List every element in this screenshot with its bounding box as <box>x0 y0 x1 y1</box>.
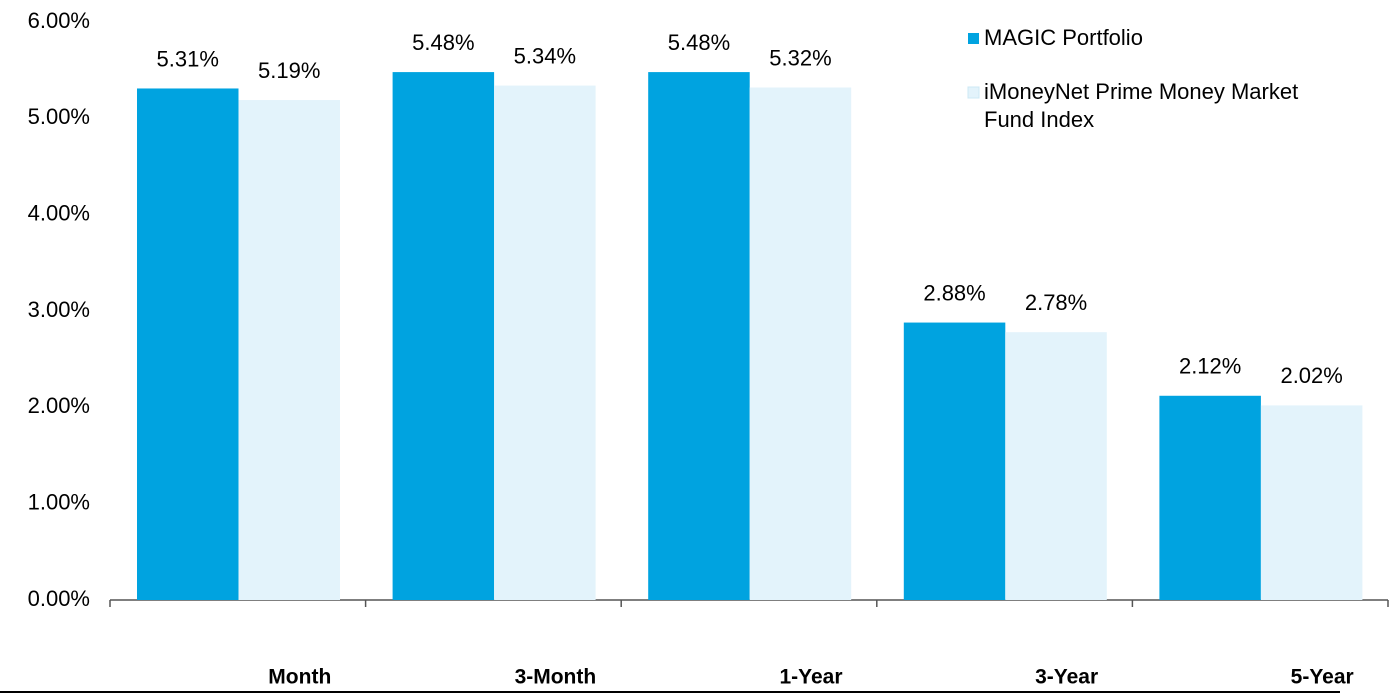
data-label: 2.02% <box>1280 363 1342 388</box>
data-label: 2.78% <box>1025 290 1087 315</box>
bar <box>137 88 239 600</box>
data-label: 5.32% <box>769 45 831 70</box>
y-tick-label: 4.00% <box>28 200 90 225</box>
bar <box>648 72 750 601</box>
legend-label: MAGIC Portfolio <box>984 25 1143 50</box>
bar <box>749 87 852 601</box>
legend-swatch <box>968 33 979 44</box>
data-label: 2.12% <box>1179 354 1241 379</box>
data-label: 5.34% <box>514 43 576 68</box>
x-tick-label: 3-Year <box>1035 666 1098 689</box>
y-tick-label: 5.00% <box>28 104 90 129</box>
data-label: 5.48% <box>668 30 730 55</box>
bar <box>494 85 596 600</box>
x-tick-label: Month <box>268 666 331 689</box>
bar <box>1159 395 1261 600</box>
x-tick-label: 5-Year <box>1291 666 1354 689</box>
data-label: 2.88% <box>923 280 985 305</box>
legend-label: iMoneyNet Prime Money Market Fund Index <box>984 79 1299 132</box>
x-tick-label: 3-Month <box>515 666 597 689</box>
bar <box>1260 405 1363 600</box>
bar <box>903 322 1006 600</box>
y-tick-label: 6.00% <box>28 8 90 33</box>
legend-swatch <box>967 86 980 99</box>
bar <box>1005 332 1107 600</box>
y-tick-label: 3.00% <box>28 297 90 322</box>
bar <box>238 100 340 600</box>
y-tick-label: 2.00% <box>28 393 90 418</box>
x-tick-label: 1-Year <box>779 666 842 689</box>
y-tick-label: 1.00% <box>28 489 90 514</box>
y-tick-label: 0.00% <box>28 586 90 611</box>
data-label: 5.31% <box>157 46 219 71</box>
bar <box>392 72 495 601</box>
data-label: 5.19% <box>258 58 320 83</box>
data-label: 5.48% <box>412 30 474 55</box>
